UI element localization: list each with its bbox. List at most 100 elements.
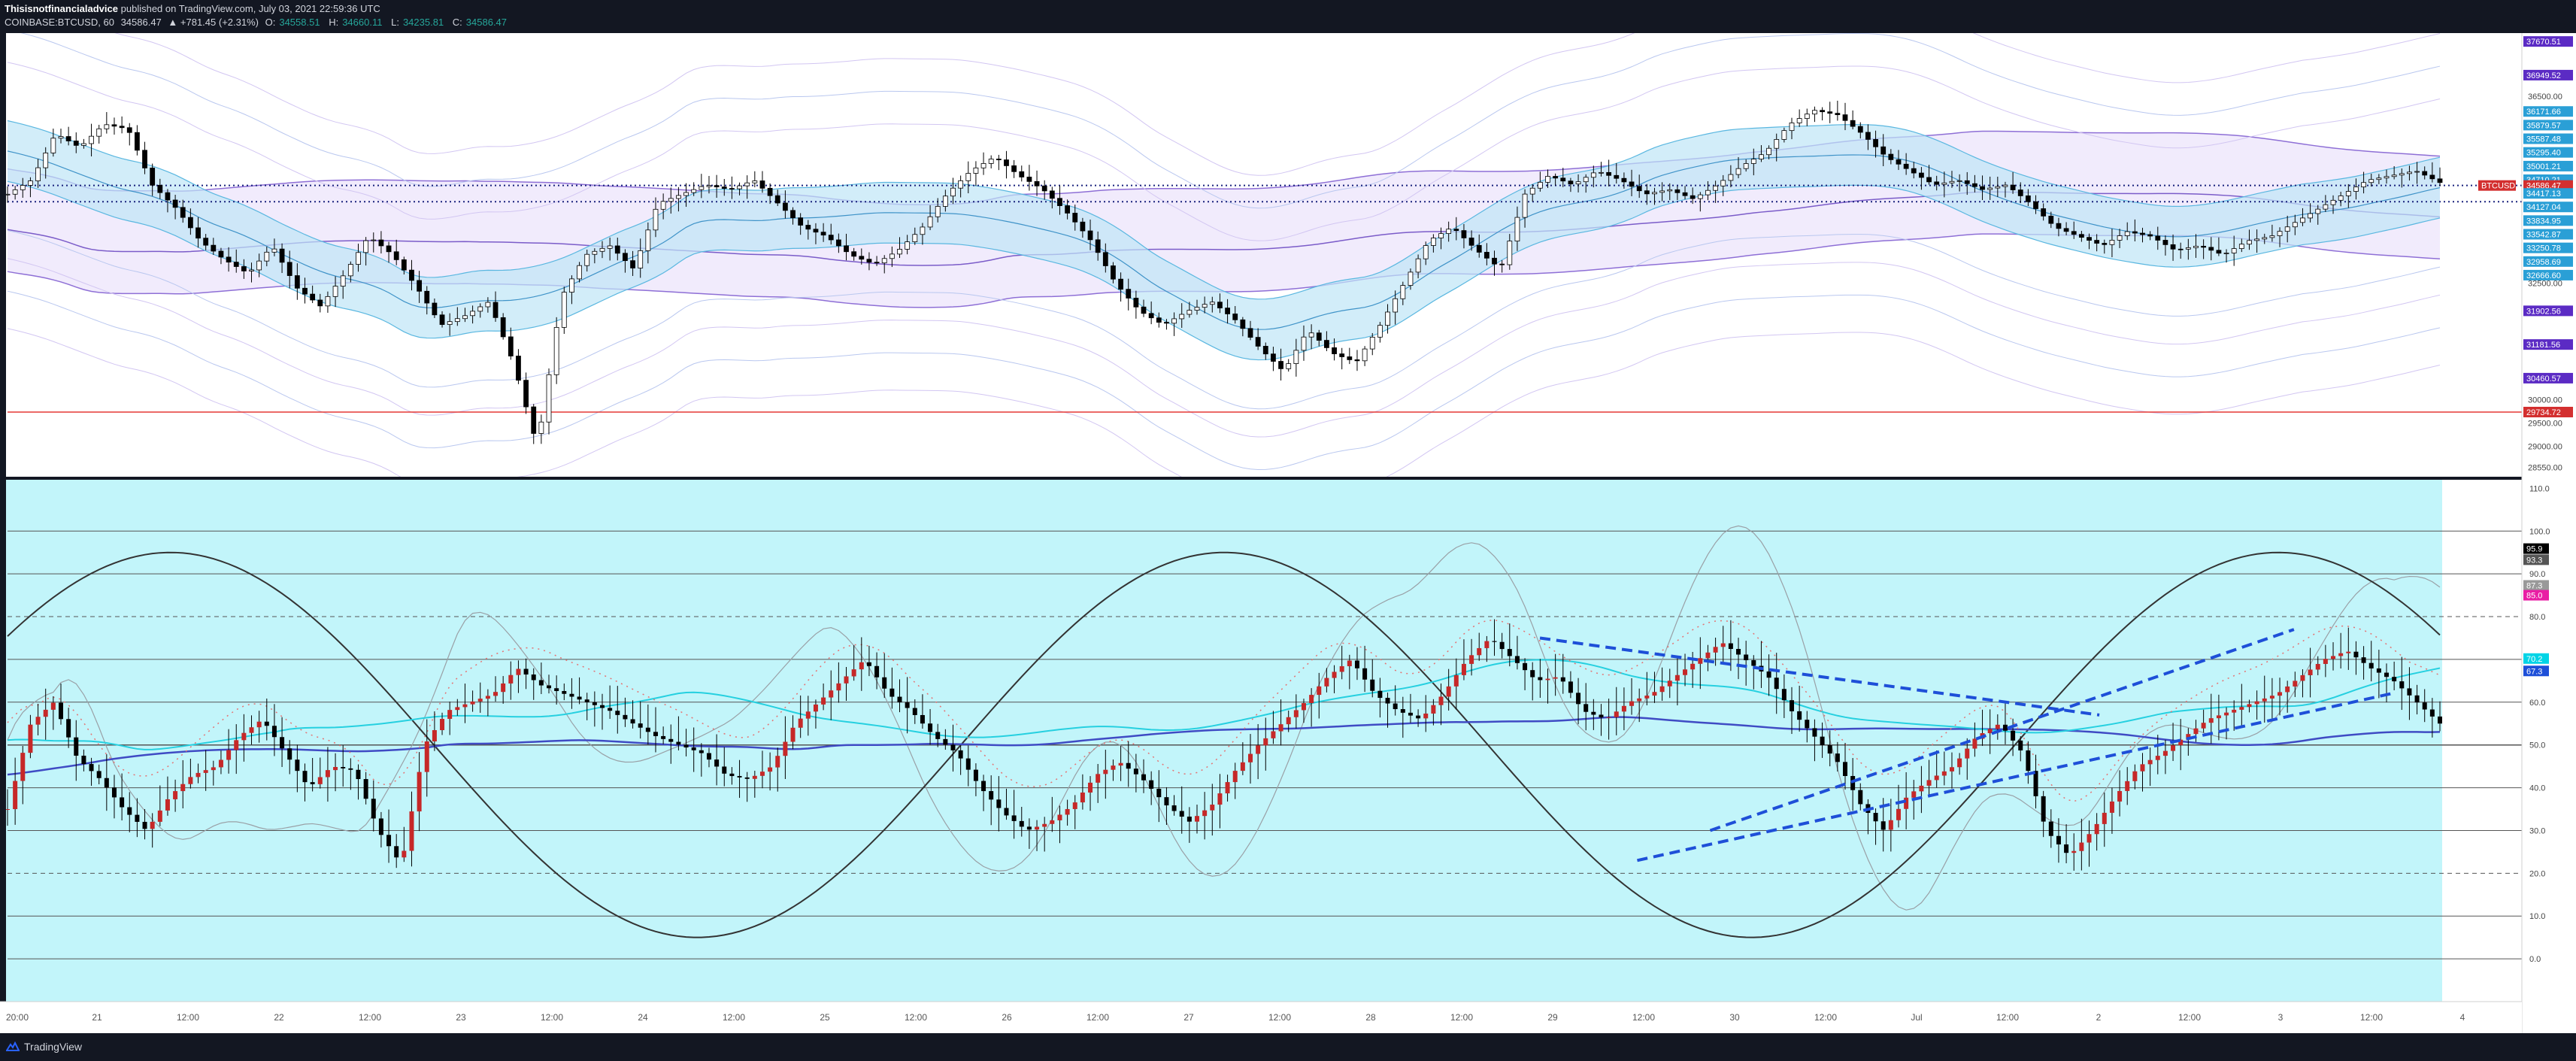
price-axis-badge-bg [2523, 242, 2573, 253]
price-candle-body [286, 262, 292, 276]
rsi-candle-body [1171, 805, 1177, 811]
rsi-candle-body [203, 770, 208, 773]
price-candle-body [1507, 241, 1513, 265]
rsi-candle-body [1606, 717, 1611, 718]
price-candle-body [653, 208, 659, 231]
envelope-line [7, 229, 2441, 410]
price-candle-body [1438, 233, 1444, 238]
rsi-candle-body [1301, 703, 1306, 711]
price-candle-body [1385, 311, 1390, 326]
price-candle-body [1590, 172, 1596, 178]
price-candle-body [28, 180, 33, 186]
price-candle-body [1209, 302, 1215, 305]
price-axis-badge: 35001.21 [2526, 162, 2561, 171]
price-candle-body [1148, 313, 1154, 319]
rsi-candle-body [2285, 686, 2290, 693]
rsi-axis-tick: 30.0 [2529, 826, 2545, 835]
rsi-candle-body [1453, 674, 1459, 687]
rsi-candle-body [1057, 814, 1062, 820]
rsi-candle-body [1111, 765, 1116, 770]
rsi-candle-body [1850, 775, 1856, 790]
price-candle-body [226, 256, 232, 262]
rsi-candle-body [577, 696, 582, 700]
rsi-candle-body [2216, 715, 2221, 719]
rsi-candle-body [729, 773, 735, 777]
price-candle-body [2407, 171, 2412, 174]
price-candle-body [820, 232, 826, 236]
rsi-candle-body [1438, 696, 1444, 705]
pane-separator[interactable] [0, 477, 2522, 480]
rsi-candle-body [1019, 820, 1024, 827]
time-axis-label: 21 [92, 1012, 102, 1023]
rsi-candle-body [1232, 771, 1238, 783]
rsi-axis-labels: 110.0 100.0 90.0 80.0 60.0 50.0 40.0 30.0 20.0 10… [2523, 484, 2550, 964]
time-axis-label: 29 [1547, 1012, 1558, 1023]
rsi-candle-body [1324, 678, 1329, 687]
rsi-candle-body [226, 750, 232, 760]
chart-canvas[interactable]: 36500.00 32500.00 30000.00 29500.00 29000.00… [0, 33, 2576, 1033]
rsi-candle-body [1499, 641, 1505, 650]
price-candle-body [1430, 238, 1436, 246]
price-candle-body [2102, 243, 2108, 245]
price-candle-body [1133, 298, 1139, 308]
price-candle-body [2201, 245, 2207, 248]
rsi-candle-body [234, 740, 239, 750]
price-candle-body [2109, 239, 2115, 245]
rsi-candle-body [241, 732, 247, 741]
price-axis-badge-bg [2523, 229, 2573, 240]
price-candle-body [1888, 153, 1894, 160]
rsi-trendlines[interactable] [1539, 628, 2392, 862]
price-candle-body [714, 185, 720, 188]
rsi-candle-body [2071, 850, 2077, 853]
rsi-candle-body [2376, 668, 2381, 673]
price-candle-body [233, 262, 239, 267]
rsi-candle-body [584, 699, 589, 702]
price-candle-body [65, 136, 71, 141]
time-axis[interactable] [0, 1002, 2522, 1033]
author-name[interactable]: Thisisnotfinancialadvice [5, 3, 118, 14]
rsi-candle-body [142, 821, 147, 829]
rsi-candle-body [2353, 651, 2359, 658]
symbol-label[interactable]: COINBASE:BTCUSD, 60 [5, 17, 114, 28]
price-candle-body [798, 217, 804, 226]
rsi-axis-badge-bg [2523, 554, 2549, 565]
price-candle-body [2323, 204, 2329, 210]
rsi-candle-body [805, 711, 811, 719]
rsi-candle-body [874, 665, 880, 678]
price-axis[interactable] [2522, 33, 2576, 1033]
rsi-candle-body [889, 688, 895, 697]
rsi-candle-body [562, 691, 567, 694]
price-axis-badge: 35587.48 [2526, 135, 2561, 144]
price-candle-body [2117, 235, 2123, 241]
rsi-candle-body [1202, 810, 1208, 817]
price-axis-badge-bg [2523, 133, 2573, 144]
rsi-candle-body [2239, 707, 2244, 710]
rsi-candle-body [1240, 762, 1245, 771]
rsi-candle-body [66, 719, 71, 738]
rsi-candle-body [1827, 744, 1832, 754]
rsi-highlight-area [6, 480, 2442, 1002]
time-axis-label: 12:00 [2178, 1012, 2201, 1023]
price-candle-body [1019, 171, 1025, 177]
rsi-candle-body [432, 730, 437, 741]
rsi-candle-body [2033, 771, 2038, 796]
rsi-candle-body [271, 726, 277, 738]
price-candle-body [2140, 232, 2145, 235]
price-candle-body [2247, 240, 2252, 245]
low-label: L: [391, 17, 399, 28]
rsi-candle-body [653, 732, 658, 736]
tradingview-brand[interactable]: TradingView [6, 1041, 82, 1053]
price-candle-body [1949, 180, 1955, 183]
price-candle-body [699, 186, 705, 190]
price-candle-body [1568, 180, 1574, 185]
rsi-candle-body [1080, 792, 1085, 803]
rsi-candle-body [2011, 730, 2016, 741]
rsi-candle-body [264, 721, 269, 726]
price-candle-body [1796, 118, 1802, 123]
rsi-axis-badge: 95.9 [2526, 545, 2542, 554]
price-candle-body [73, 141, 79, 146]
rsi-candle-body [1880, 821, 1886, 830]
rsi-candle-body [744, 777, 750, 779]
rsi-candle-body [1469, 655, 1474, 664]
rsi-oscillators [7, 525, 2441, 938]
